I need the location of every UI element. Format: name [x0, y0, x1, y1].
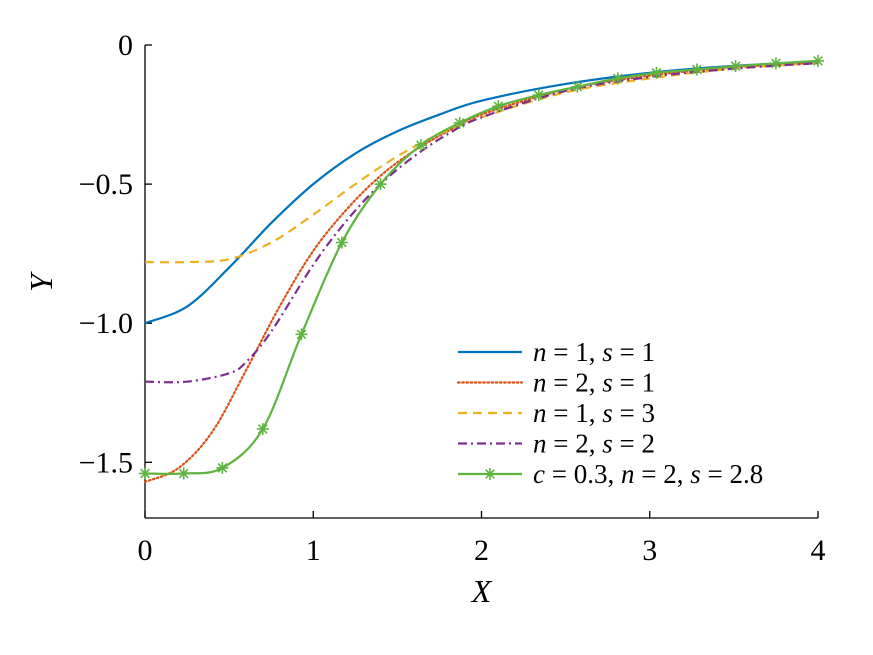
- x-axis-title: X: [470, 573, 493, 609]
- y-tick-label: −1.5: [79, 446, 133, 479]
- data-point: [729, 60, 742, 73]
- data-point: [812, 54, 824, 67]
- series-layer: [139, 54, 824, 483]
- y-tick-label: −1.0: [79, 307, 133, 340]
- data-point: [374, 178, 387, 191]
- legend-marker: [484, 468, 496, 480]
- y-tick-label: −0.5: [79, 168, 133, 201]
- series-1: [144, 60, 819, 325]
- legend: n = 1, s = 1n = 2, s = 1n = 1, s = 3n = …: [456, 337, 763, 489]
- legend-label: n = 2, s = 2: [533, 429, 655, 459]
- data-point: [414, 139, 427, 152]
- x-tick-label: 4: [811, 534, 826, 567]
- x-tick-label: 1: [306, 534, 321, 567]
- legend-label: n = 2, s = 1: [533, 368, 655, 398]
- legend-item-2: n = 2, s = 1: [456, 368, 655, 398]
- series-line: [144, 61, 819, 384]
- x-tick-label: 0: [138, 534, 153, 567]
- legend-label: n = 1, s = 1: [533, 337, 655, 367]
- data-point: [453, 116, 466, 129]
- legend-item-3: n = 1, s = 3: [458, 398, 655, 428]
- data-point: [769, 57, 782, 70]
- y-axis-title: Y: [23, 271, 59, 292]
- series-line: [144, 61, 819, 264]
- series-4: [144, 61, 819, 384]
- legend-item-4: n = 2, s = 2: [458, 429, 655, 459]
- legend-item-5: c = 0.3, n = 2, s = 2.8: [458, 459, 763, 489]
- legend-item-1: n = 1, s = 1: [458, 337, 655, 367]
- data-point: [492, 100, 505, 113]
- data-point: [177, 467, 190, 480]
- data-point: [139, 467, 151, 480]
- y-tick-label: 0: [118, 29, 133, 62]
- data-point: [571, 80, 584, 93]
- data-point: [532, 89, 545, 102]
- legend-label: n = 1, s = 3: [533, 398, 655, 428]
- series-2: [143, 61, 820, 483]
- x-tick-label: 3: [642, 534, 657, 567]
- data-point: [335, 236, 348, 249]
- data-point: [650, 66, 663, 79]
- series-5: [139, 54, 824, 480]
- data-point: [611, 72, 624, 85]
- data-point: [256, 422, 269, 435]
- series-line: [143, 61, 820, 483]
- data-point: [295, 328, 308, 341]
- data-point: [690, 63, 703, 76]
- legend-label: c = 0.3, n = 2, s = 2.8: [533, 459, 763, 489]
- x-tick-label: 2: [474, 534, 489, 567]
- data-point: [216, 461, 229, 474]
- series-line: [144, 60, 819, 325]
- series-3: [144, 61, 819, 264]
- axes: 0 1 2 3 4 0 −0.5 −1.0 −1.5: [79, 29, 826, 567]
